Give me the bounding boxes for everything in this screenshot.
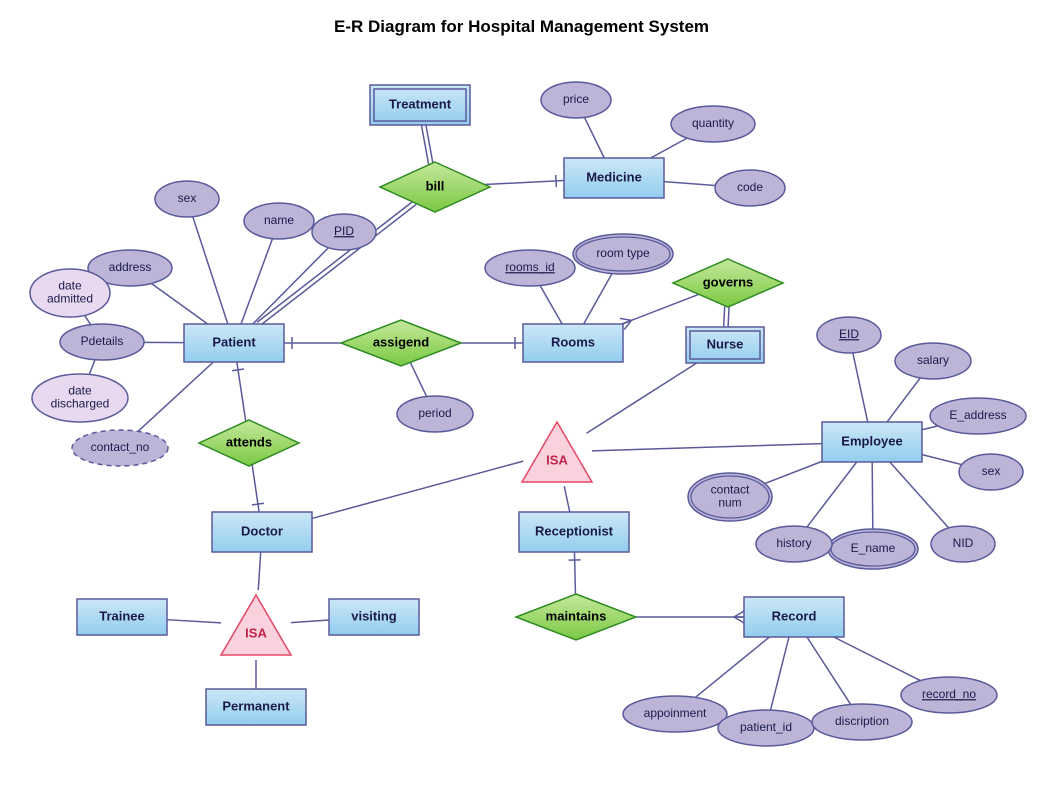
node-code: code [715,170,785,206]
svg-text:rooms_id: rooms_id [505,260,554,274]
svg-text:Treatment: Treatment [389,96,452,111]
node-isa2: ISA [221,595,291,655]
svg-text:Doctor: Doctor [241,523,283,538]
node-name_p: name [244,203,314,239]
er-diagram-canvas: E-R Diagram for Hospital Management Syst… [0,0,1043,789]
node-date_adm: dateadmitted [30,269,110,317]
svg-text:Rooms: Rooms [551,334,595,349]
node-doctor: Doctor [212,512,312,552]
svg-text:Receptionist: Receptionist [535,523,614,538]
node-assigend: assigend [341,320,461,366]
svg-text:PID: PID [334,224,354,238]
node-price: price [541,82,611,118]
svg-text:discription: discription [835,714,889,728]
svg-text:name: name [264,213,294,227]
node-patient: Patient [184,324,284,362]
node-eid: EID [817,317,881,353]
diagram-svg: Patient Treatment Medicine Rooms Nurse Employ… [0,0,1043,789]
node-isa1: ISA [522,422,592,482]
svg-text:record_no: record_no [922,687,976,701]
node-period: period [397,396,473,432]
svg-text:attends: attends [226,434,272,449]
node-pdetails: Pdetails [60,324,144,360]
svg-text:num: num [718,496,741,510]
node-salary: salary [895,343,971,379]
node-pid: PID [312,214,376,250]
svg-text:Record: Record [772,608,817,623]
node-maintains: maintains [516,594,636,640]
node-record_no: record_no [901,677,997,713]
svg-text:date: date [68,384,92,398]
svg-text:salary: salary [917,353,949,367]
node-contact_num: contactnum [688,473,772,521]
node-rooms: Rooms [523,324,623,362]
svg-text:E_name: E_name [851,541,896,555]
svg-text:quantity: quantity [692,116,734,130]
svg-text:governs: governs [703,274,754,289]
svg-text:Nurse: Nurse [707,336,744,351]
svg-text:assigend: assigend [373,334,429,349]
node-record: Record [744,597,844,637]
node-sex_e: sex [959,454,1023,490]
svg-text:period: period [418,406,451,420]
svg-text:code: code [737,180,763,194]
node-e_address: E_address [930,398,1026,434]
node-quantity: quantity [671,106,755,142]
node-discription: discription [812,704,912,740]
svg-text:ISA: ISA [546,452,568,467]
svg-text:contact_no: contact_no [91,440,150,454]
svg-text:Employee: Employee [841,433,902,448]
svg-text:Trainee: Trainee [99,608,145,623]
node-treatment: Treatment [370,85,470,125]
svg-text:maintains: maintains [546,608,607,623]
node-employee: Employee [822,422,922,462]
node-appoinment: appoinment [623,696,727,732]
svg-text:date: date [58,279,82,293]
svg-text:appoinment: appoinment [644,706,707,720]
svg-text:Permanent: Permanent [222,698,290,713]
svg-text:Patient: Patient [212,334,256,349]
node-receptionist: Receptionist [519,512,629,552]
svg-text:ISA: ISA [245,625,267,640]
node-bill: bill [380,162,490,212]
svg-text:address: address [109,260,152,274]
svg-text:Medicine: Medicine [586,169,642,184]
node-contact_no: contact_no [72,430,168,466]
node-trainee: Trainee [77,599,167,635]
node-permanent: Permanent [206,689,306,725]
svg-text:sex: sex [982,464,1001,478]
node-history: history [756,526,832,562]
node-governs: governs [673,259,783,307]
node-room_type: room type [573,234,673,274]
node-date_dis: datedischarged [32,374,128,422]
node-patient_id: patient_id [718,710,814,746]
node-medicine: Medicine [564,158,664,198]
svg-text:visiting: visiting [351,608,397,623]
svg-text:sex: sex [178,191,197,205]
svg-text:admitted: admitted [47,292,93,306]
svg-text:discharged: discharged [51,397,110,411]
node-attends: attends [199,420,299,466]
node-nurse: Nurse [686,327,764,363]
svg-text:patient_id: patient_id [740,720,792,734]
node-e_name: E_name [828,529,918,569]
svg-text:Pdetails: Pdetails [81,334,124,348]
node-sex: sex [155,181,219,217]
node-rooms_id: rooms_id [485,250,575,286]
svg-text:history: history [776,536,811,550]
svg-text:room type: room type [596,246,650,260]
node-visiting: visiting [329,599,419,635]
svg-text:bill: bill [426,178,445,193]
node-nid: NID [931,526,995,562]
svg-text:contact: contact [711,483,750,497]
svg-text:EID: EID [839,327,859,341]
svg-text:NID: NID [953,536,974,550]
svg-text:E_address: E_address [949,408,1006,422]
svg-text:price: price [563,92,589,106]
